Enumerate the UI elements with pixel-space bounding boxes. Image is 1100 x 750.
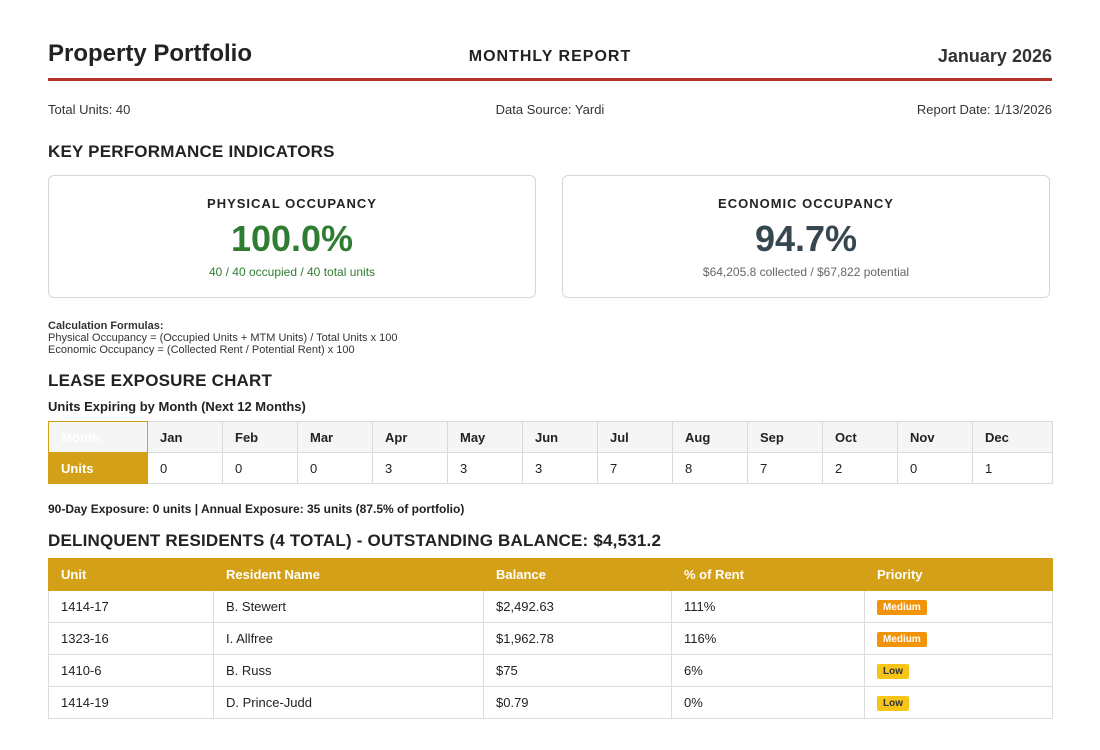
data-source-text: Data Source: Yardi: [495, 102, 605, 117]
month-cell: Mar: [297, 421, 373, 453]
delinquent-header-row: Unit Resident Name Balance % of Rent Pri…: [48, 558, 1053, 591]
month-cell: Jun: [522, 421, 598, 453]
units-cell: 8: [672, 452, 748, 484]
column-header-priority: Priority: [864, 558, 1053, 591]
kpi-section-heading: KEY PERFORMANCE INDICATORS: [48, 142, 335, 161]
month-cell: Oct: [822, 421, 898, 453]
column-header-pct-of-rent: % of Rent: [671, 558, 865, 591]
month-cell: Dec: [972, 421, 1053, 453]
units-cell: 3: [447, 452, 523, 484]
table-row: 1323-16 I. Allfree $1,962.78 116% Medium: [48, 622, 1053, 655]
physical-occupancy-value: 100.0%: [230, 218, 354, 259]
units-cell: 0: [222, 452, 298, 484]
economic-occupancy-label: ECONOMIC OCCUPANCY: [718, 196, 894, 211]
month-cell: May: [447, 421, 523, 453]
exposure-summary: 90-Day Exposure: 0 units | Annual Exposu…: [48, 502, 465, 516]
table-row: 1414-19 D. Prince-Judd $0.79 0% Low: [48, 686, 1053, 719]
units-cell: 0: [147, 452, 223, 484]
physical-occupancy-label: PHYSICAL OCCUPANCY: [207, 196, 377, 211]
physical-formula: Physical Occupancy = (Occupied Units + M…: [48, 332, 398, 344]
units-cell: 2: [822, 452, 898, 484]
units-row-label: Units: [48, 452, 148, 484]
economic-occupancy-value: 94.7%: [754, 218, 858, 259]
month-row-label: Month: [48, 421, 148, 453]
column-header-resident-name: Resident Name: [213, 558, 484, 591]
month-cell: Feb: [222, 421, 298, 453]
resident-name-cell: I. Allfree: [213, 622, 484, 655]
balance-cell: $0.79: [483, 686, 672, 719]
month-cell: Nov: [897, 421, 973, 453]
units-cell: 0: [297, 452, 373, 484]
priority-badge: Low: [877, 664, 909, 679]
unit-cell: 1414-19: [48, 686, 214, 719]
month-cell: Jan: [147, 421, 223, 453]
report-meta: Total Units: 40 Data Source: Yardi Repor…: [48, 102, 1052, 122]
economic-occupancy-detail: $64,205.8 collected / $67,822 potential: [702, 265, 910, 279]
unit-cell: 1323-16: [48, 622, 214, 655]
balance-cell: $75: [483, 654, 672, 687]
report-page: Property Portfolio MONTHLY REPORT Januar…: [48, 0, 1053, 719]
resident-name-cell: B. Russ: [213, 654, 484, 687]
balance-cell: $1,962.78: [483, 622, 672, 655]
delinquent-residents-table: Unit Resident Name Balance % of Rent Pri…: [48, 558, 1053, 719]
pct-of-rent-cell: 116%: [671, 622, 865, 655]
units-cell: 7: [747, 452, 823, 484]
priority-cell: Low: [864, 654, 1053, 687]
delinquent-section-heading: DELINQUENT RESIDENTS (4 TOTAL) - OUTSTAN…: [48, 531, 662, 550]
table-row: 1414-17 B. Stewert $2,492.63 111% Medium: [48, 590, 1053, 623]
balance-cell: $2,492.63: [483, 590, 672, 623]
table-row: 1410-6 B. Russ $75 6% Low: [48, 654, 1053, 687]
lease-exposure-table: Month Jan Feb Mar Apr May Jun Jul Aug Se…: [48, 421, 1053, 484]
pct-of-rent-cell: 111%: [671, 590, 865, 623]
report-header: Property Portfolio MONTHLY REPORT Januar…: [48, 0, 1052, 81]
priority-badge: Medium: [877, 600, 927, 615]
kpi-cards: PHYSICAL OCCUPANCY 100.0% 40 / 40 occupi…: [48, 175, 1052, 300]
lease-subtitle: Units Expiring by Month (Next 12 Months): [48, 399, 306, 414]
pct-of-rent-cell: 6%: [671, 654, 865, 687]
pct-of-rent-cell: 0%: [671, 686, 865, 719]
lease-month-row: Month Jan Feb Mar Apr May Jun Jul Aug Se…: [48, 421, 1053, 453]
priority-badge: Low: [877, 696, 909, 711]
unit-cell: 1410-6: [48, 654, 214, 687]
priority-cell: Medium: [864, 590, 1053, 623]
physical-occupancy-detail: 40 / 40 occupied / 40 total units: [208, 265, 376, 279]
physical-occupancy-card: PHYSICAL OCCUPANCY 100.0% 40 / 40 occupi…: [48, 175, 536, 298]
total-units-text: Total Units: 40: [48, 102, 131, 117]
units-cell: 3: [372, 452, 448, 484]
report-date-text: Report Date: 1/13/2026: [916, 102, 1052, 117]
lease-units-row: Units 0 0 0 3 3 3 7 8 7 2 0 1: [48, 452, 1053, 484]
priority-cell: Low: [864, 686, 1053, 719]
resident-name-cell: D. Prince-Judd: [213, 686, 484, 719]
month-cell: Jul: [597, 421, 673, 453]
units-cell: 0: [897, 452, 973, 484]
priority-cell: Medium: [864, 622, 1053, 655]
economic-occupancy-card: ECONOMIC OCCUPANCY 94.7% $64,205.8 colle…: [562, 175, 1050, 298]
report-period: January 2026: [937, 46, 1052, 66]
lease-section-heading: LEASE EXPOSURE CHART: [48, 371, 273, 390]
unit-cell: 1414-17: [48, 590, 214, 623]
month-cell: Sep: [747, 421, 823, 453]
column-header-balance: Balance: [483, 558, 672, 591]
units-cell: 1: [972, 452, 1053, 484]
units-cell: 3: [522, 452, 598, 484]
report-type-label: MONTHLY REPORT: [468, 48, 632, 65]
resident-name-cell: B. Stewert: [213, 590, 484, 623]
month-cell: Aug: [672, 421, 748, 453]
units-cell: 7: [597, 452, 673, 484]
page-title: Property Portfolio: [48, 40, 253, 67]
economic-formula: Economic Occupancy = (Collected Rent / P…: [48, 344, 355, 356]
formulas-title: Calculation Formulas:: [48, 320, 164, 332]
column-header-unit: Unit: [48, 558, 214, 591]
calculation-formulas: Calculation Formulas: Physical Occupancy…: [48, 320, 397, 356]
month-cell: Apr: [372, 421, 448, 453]
priority-badge: Medium: [877, 632, 927, 647]
